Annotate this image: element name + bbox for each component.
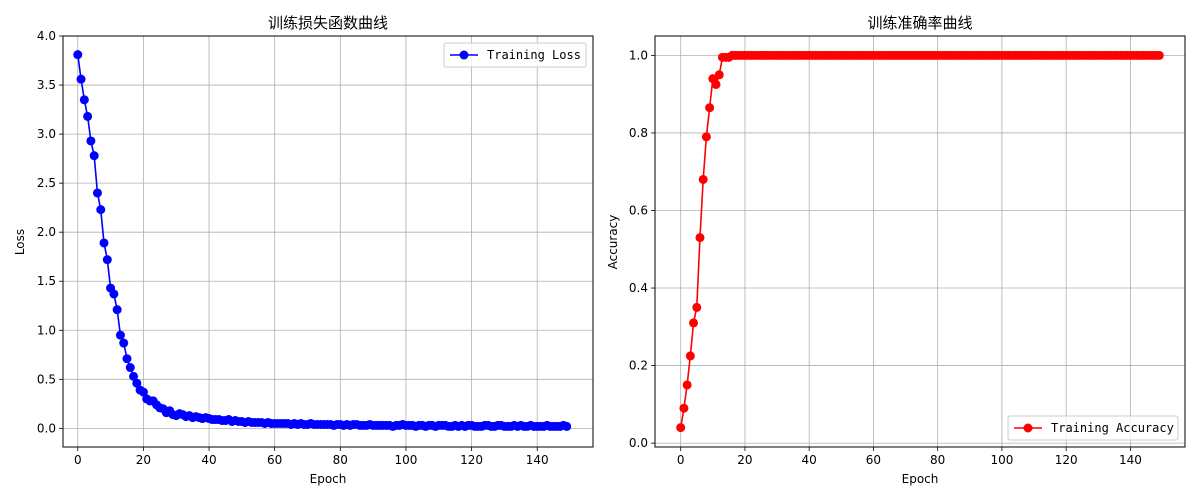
loss-data-point xyxy=(112,305,122,315)
loss-data-point xyxy=(109,289,119,299)
loss-x-tick-label: 120 xyxy=(460,453,483,467)
loss-x-tick-label: 80 xyxy=(333,453,348,467)
loss-data-point xyxy=(102,255,112,265)
accuracy-data-point xyxy=(695,233,705,243)
loss-data-point xyxy=(125,363,135,373)
accuracy-y-tick-label: 0.6 xyxy=(629,203,648,217)
accuracy-x-tick-label: 80 xyxy=(930,453,945,467)
loss-data-point xyxy=(86,136,96,146)
loss-y-tick-label: 2.5 xyxy=(37,176,56,190)
loss-y-tick-label: 1.5 xyxy=(37,274,56,288)
accuracy-data-point xyxy=(679,403,689,413)
loss-data-point xyxy=(76,74,86,84)
loss-data-point xyxy=(129,371,139,381)
loss-ticks: 0 20 40 60 80 100 120 140 0.0 0.5 1.0 1.5 2.0 2.5 3.0 3… xyxy=(37,29,549,467)
accuracy-chart-title: 训练准确率曲线 xyxy=(867,14,972,32)
accuracy-y-tick-label: 0.8 xyxy=(629,126,648,140)
loss-x-tick-label: 40 xyxy=(201,453,216,467)
accuracy-ticks: 0 20 40 60 80 100 120 140 0.0 0.2 0.4 0.6 0.8 1.0 xyxy=(629,48,1142,467)
accuracy-x-tick-label: 140 xyxy=(1119,453,1142,467)
accuracy-series xyxy=(676,50,1164,433)
accuracy-data-point xyxy=(689,318,699,328)
accuracy-x-tick-label: 100 xyxy=(990,453,1013,467)
accuracy-data-point xyxy=(676,423,686,433)
loss-y-tick-label: 2.0 xyxy=(37,225,56,239)
accuracy-chart-panel: 训练准确率曲线 Epoch Accuracy 0 20 40 60 80 100 120 14… xyxy=(606,14,1186,486)
accuracy-x-axis-label: Epoch xyxy=(902,472,939,486)
accuracy-x-tick-label: 120 xyxy=(1055,453,1078,467)
loss-data-point xyxy=(132,378,142,388)
accuracy-axes-frame xyxy=(654,35,1186,448)
loss-chart-title: 训练损失函数曲线 xyxy=(268,14,388,32)
accuracy-legend: Training Accuracy xyxy=(1007,415,1179,441)
loss-y-tick-label: 3.5 xyxy=(37,78,56,92)
loss-y-tick-label: 1.0 xyxy=(37,323,56,337)
loss-series xyxy=(73,50,572,431)
loss-data-point xyxy=(89,151,99,161)
loss-data-point xyxy=(562,421,572,431)
accuracy-data-point xyxy=(714,70,724,80)
loss-data-point xyxy=(119,338,129,348)
loss-y-tick-label: 4.0 xyxy=(37,29,56,43)
accuracy-data-point xyxy=(705,103,715,113)
loss-chart-panel: 训练损失函数曲线 Epoch Loss 0 20 40 60 80 100 120 140 0.… xyxy=(13,14,594,486)
accuracy-y-axis-label: Accuracy xyxy=(606,215,620,270)
accuracy-y-tick-label: 0.2 xyxy=(629,359,648,373)
accuracy-data-point xyxy=(698,174,708,184)
loss-y-tick-label: 3.0 xyxy=(37,127,56,141)
accuracy-data-point xyxy=(711,79,721,89)
loss-y-tick-label: 0.0 xyxy=(37,421,56,435)
loss-data-point xyxy=(83,111,93,121)
loss-legend-label: Training Loss xyxy=(487,48,581,62)
loss-x-tick-label: 60 xyxy=(267,453,282,467)
loss-x-tick-label: 100 xyxy=(394,453,417,467)
loss-axes-frame xyxy=(62,35,594,448)
accuracy-data-point xyxy=(1154,50,1164,60)
accuracy-y-tick-label: 1.0 xyxy=(629,48,648,62)
accuracy-y-tick-label: 0.4 xyxy=(629,281,648,295)
accuracy-data-point xyxy=(701,132,711,142)
loss-data-point xyxy=(122,354,132,364)
accuracy-y-tick-label: 0.0 xyxy=(629,436,648,450)
loss-data-point xyxy=(115,330,125,340)
loss-x-axis-label: Epoch xyxy=(310,472,347,486)
accuracy-legend-box xyxy=(1007,415,1179,441)
loss-y-tick-label: 0.5 xyxy=(37,372,56,386)
accuracy-legend-marker xyxy=(1023,423,1033,433)
accuracy-x-tick-label: 20 xyxy=(737,453,752,467)
loss-series-line xyxy=(76,54,567,428)
loss-legend-marker xyxy=(459,50,469,60)
accuracy-grid xyxy=(655,36,1185,447)
loss-data-point xyxy=(79,95,89,105)
loss-x-tick-label: 0 xyxy=(74,453,82,467)
loss-x-tick-label: 20 xyxy=(136,453,151,467)
accuracy-data-point xyxy=(685,351,695,361)
loss-legend: Training Loss xyxy=(443,42,587,68)
loss-grid xyxy=(63,35,593,447)
loss-data-point xyxy=(99,238,109,248)
accuracy-data-point xyxy=(692,302,702,312)
loss-data-point xyxy=(73,50,83,60)
accuracy-x-tick-label: 0 xyxy=(677,453,685,467)
loss-data-point xyxy=(138,387,148,397)
accuracy-legend-label: Training Accuracy xyxy=(1051,421,1174,435)
loss-data-point xyxy=(92,188,102,198)
accuracy-x-tick-label: 60 xyxy=(866,453,881,467)
accuracy-x-tick-label: 40 xyxy=(802,453,817,467)
accuracy-series-line xyxy=(679,54,1160,428)
loss-x-tick-label: 140 xyxy=(526,453,549,467)
loss-legend-box xyxy=(443,42,587,68)
accuracy-data-point xyxy=(682,380,692,390)
loss-data-point xyxy=(96,205,106,215)
loss-y-axis-label: Loss xyxy=(13,229,27,255)
